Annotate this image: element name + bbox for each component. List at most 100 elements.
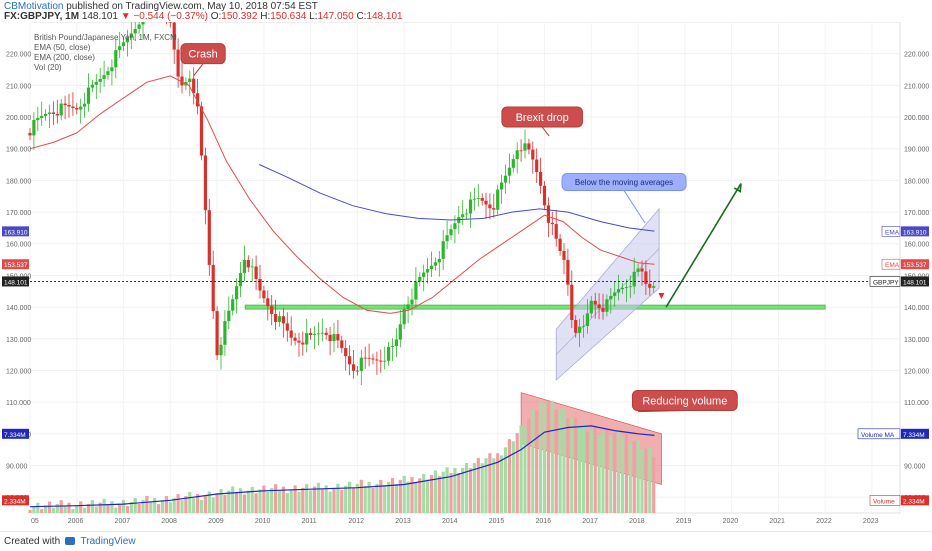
volume-bar (157, 504, 161, 513)
volume-bar (270, 488, 274, 513)
y-tick-label-right: 200.000 (904, 115, 929, 122)
left-price-tag-value: 153.537 (4, 262, 28, 269)
candle-body (601, 308, 605, 312)
candle-body (83, 103, 87, 107)
callout-text: Brexit drop (516, 112, 569, 124)
candle-body (371, 358, 375, 360)
volume-bar (211, 497, 215, 513)
arrow-head-icon (733, 183, 742, 193)
volume-bar (242, 494, 246, 513)
volume-bar (511, 441, 515, 513)
volume-bar (28, 509, 32, 513)
volume-bar (274, 484, 278, 513)
candle-body (620, 287, 625, 290)
y-tick-label-left: 110.000 (6, 400, 31, 407)
candle-body (246, 260, 250, 268)
volume-bar (539, 401, 543, 513)
volume-bar (316, 482, 320, 513)
volume-bar (254, 493, 258, 513)
candle-body (550, 222, 554, 225)
author-link[interactable]: CBMotivation (4, 1, 64, 12)
volume-bar (394, 484, 398, 513)
x-tick-label: 2021 (769, 518, 785, 525)
left-price-tag-value: 148.101 (4, 279, 28, 286)
volume-bar (266, 491, 270, 513)
candle-body (566, 259, 570, 285)
candle-body (223, 321, 227, 345)
right-tag-label: Volume (873, 498, 895, 505)
candle-body (480, 198, 484, 201)
y-tick-label-right: 160.000 (904, 242, 929, 249)
right-tag-label: Volume MA (861, 432, 895, 439)
volume-bar (593, 426, 597, 513)
volume-bar (285, 493, 289, 513)
volume-bar (402, 475, 406, 513)
candle-body (437, 258, 441, 263)
volume-bar (570, 418, 574, 513)
candle-body (441, 241, 445, 259)
tradingview-link[interactable]: TradingView (80, 536, 136, 547)
candle-body (332, 334, 336, 342)
candle-body (110, 67, 114, 72)
volume-bar (164, 496, 168, 513)
candle-body (32, 120, 36, 136)
callout-box (561, 172, 687, 191)
volume-bar (422, 473, 426, 513)
created-with: Created with TradingView (4, 536, 136, 547)
volume-bar (125, 506, 129, 513)
volume-bar (500, 455, 504, 513)
candle-body (94, 81, 98, 85)
candle-body (449, 229, 453, 236)
volume-bar (79, 501, 83, 513)
callout-text: Crash (188, 49, 217, 61)
candle-body (51, 112, 55, 114)
volume-bar (461, 468, 465, 513)
volume-bar (562, 408, 566, 513)
y-tick-label-right: 180.000 (904, 178, 929, 185)
candle-body (511, 159, 515, 168)
volume-bar (258, 489, 262, 513)
volume-bar (472, 463, 476, 513)
price-change: −0.544 (−0.37%) (133, 11, 208, 22)
y-tick-label-left: 220.000 (6, 52, 31, 59)
x-tick-label: 2012 (348, 518, 364, 525)
volume-bar (492, 458, 496, 513)
volume-bar (503, 447, 508, 513)
candle-body (55, 114, 59, 116)
volume-bar (527, 418, 531, 513)
volume-bar (418, 478, 422, 513)
y-tick-label-right: 220.000 (904, 52, 929, 59)
legend-title: British Pound/Japanese Yen, 1M, FXCM (34, 33, 177, 42)
volume-bar (445, 467, 449, 513)
callout-pointer (193, 63, 204, 77)
volume-bar (98, 502, 102, 513)
candle-body (644, 271, 648, 284)
candle-body (238, 273, 243, 287)
candle-body (484, 200, 488, 205)
candle-body (348, 356, 352, 365)
close-value: 148.101 (366, 11, 403, 22)
volume-bar (153, 498, 157, 513)
y-tick-label-left: 120.000 (6, 368, 31, 375)
y-tick-label-left: 200.000 (6, 115, 31, 122)
candle-body (523, 143, 527, 151)
candle-body (351, 364, 356, 371)
candle-body (47, 112, 52, 114)
volume-bar (507, 439, 511, 513)
volume-bar (47, 501, 52, 513)
volume-bar (199, 499, 204, 513)
volume-bar (632, 441, 636, 513)
candle-body (309, 333, 313, 335)
candle-body (465, 213, 469, 215)
candle-body (613, 292, 617, 296)
volume-bar (581, 423, 586, 513)
volume-bar (578, 426, 582, 513)
volume-bar (309, 490, 313, 513)
candle-body (652, 286, 656, 288)
candle-body (593, 300, 597, 305)
symbol-label[interactable]: FX:GBPJPY, 1M (4, 11, 80, 22)
volume-bar (585, 431, 589, 513)
volume-bar (289, 489, 293, 513)
candle-body (67, 105, 71, 107)
price-chart[interactable]: Crash Brexit drop Below the moving average… (0, 22, 932, 530)
